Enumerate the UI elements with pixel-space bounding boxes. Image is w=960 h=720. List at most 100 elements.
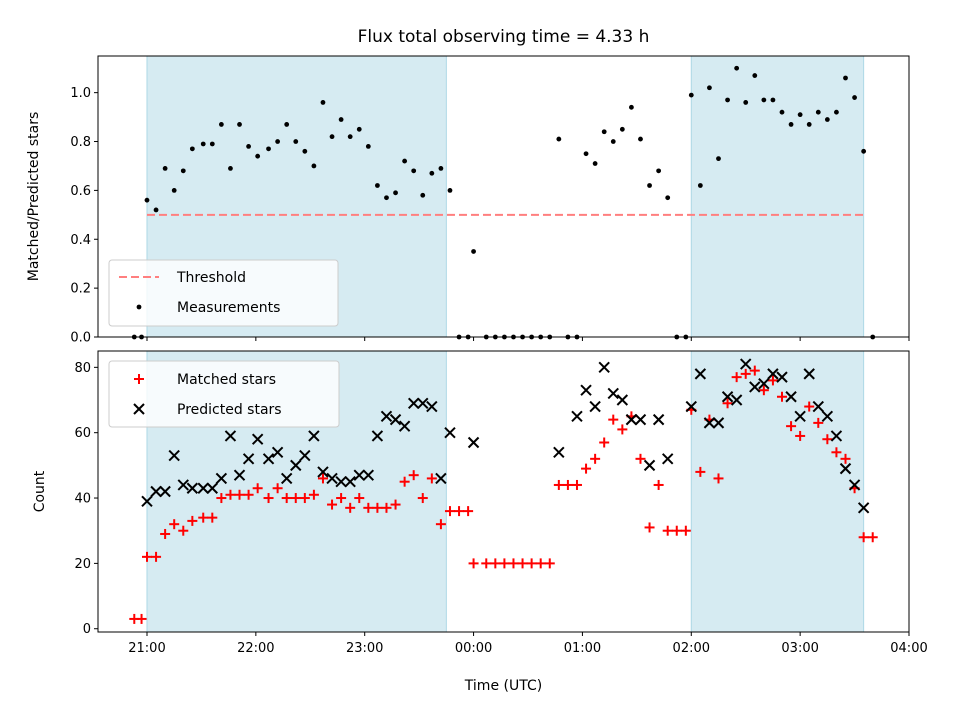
measurement-point bbox=[189, 146, 195, 152]
measurement-point bbox=[228, 166, 233, 171]
matched-star-point bbox=[804, 401, 815, 412]
matched-star-point bbox=[590, 453, 601, 464]
measurement-point bbox=[843, 75, 848, 81]
measurement-point bbox=[153, 207, 159, 213]
y-axis-ticks: 0 20 40 60 80 bbox=[74, 361, 98, 637]
predicted-star-point bbox=[580, 384, 592, 396]
y-tick-label: 20 bbox=[74, 557, 91, 572]
measurements-legend-label: Measurements bbox=[177, 300, 280, 316]
matched-star-point bbox=[207, 512, 218, 523]
matched-star-point bbox=[435, 519, 446, 530]
observing-window bbox=[691, 351, 864, 632]
predicted-star-point bbox=[407, 397, 420, 409]
measurement-point bbox=[429, 170, 435, 176]
measurement-point bbox=[255, 153, 261, 159]
y-tick-label: 0.4 bbox=[70, 233, 91, 248]
matched-star-point bbox=[141, 551, 152, 562]
measurement-point bbox=[761, 97, 767, 103]
predicted-star-point bbox=[262, 453, 275, 465]
predicted-star-point bbox=[634, 413, 647, 426]
x-axis-label: Time (UTC) bbox=[464, 678, 542, 694]
matched-star-point bbox=[381, 502, 392, 513]
predicted-star-point bbox=[625, 413, 638, 426]
ratio-y-axis-label: Matched/Predicted stars bbox=[26, 112, 42, 282]
predicted-star-point bbox=[417, 397, 429, 409]
matched-star-point bbox=[363, 502, 374, 513]
matched-star-point bbox=[680, 525, 691, 536]
measurement-point bbox=[365, 144, 371, 149]
matched-star-point bbox=[272, 483, 283, 494]
predicted-star-point bbox=[206, 482, 219, 494]
measurement-point bbox=[861, 148, 867, 154]
count-panel-frame bbox=[97, 350, 910, 633]
predicted-star-point bbox=[141, 495, 153, 508]
matched-star-point bbox=[408, 470, 419, 481]
predicted-star-point bbox=[353, 469, 365, 481]
x-tick-label: 22:00 bbox=[237, 641, 274, 656]
predicted-star-point bbox=[389, 413, 402, 426]
measurement-point bbox=[375, 183, 380, 188]
measurement-point bbox=[601, 129, 607, 135]
matched-star-point bbox=[581, 463, 592, 474]
predicted-star-point bbox=[271, 446, 284, 458]
matched-star-point bbox=[354, 493, 365, 504]
matched-star-point bbox=[749, 365, 760, 376]
count-panel: 0 20 40 60 80 21:00 22:00 23:00 00:00 01:00 02:00… bbox=[32, 350, 928, 694]
matched-star-point bbox=[499, 558, 510, 569]
y-tick-label: 0.2 bbox=[70, 282, 91, 297]
predicted-star-point bbox=[159, 485, 171, 498]
y-tick-label: 40 bbox=[74, 492, 91, 507]
measurement-point bbox=[752, 73, 758, 78]
predicted-star-point bbox=[224, 430, 237, 442]
matched-legend-swatch bbox=[134, 374, 144, 384]
matched-star-point bbox=[417, 493, 428, 504]
y-tick-label: 0.0 bbox=[70, 331, 91, 346]
predicted-stars-points bbox=[141, 358, 870, 514]
predicted-star-point bbox=[299, 449, 311, 462]
matched-star-point bbox=[722, 398, 733, 409]
predicted-star-point bbox=[290, 459, 302, 472]
predicted-star-point bbox=[794, 410, 806, 423]
measurement-point bbox=[356, 126, 362, 132]
matched-star-point bbox=[490, 558, 501, 569]
count-y-axis-label: Count bbox=[32, 470, 48, 512]
predicted-star-point bbox=[730, 394, 743, 406]
predicted-star-point bbox=[168, 449, 180, 462]
measurement-point bbox=[320, 100, 326, 105]
matched-star-point bbox=[234, 489, 245, 500]
measurements-legend-swatch bbox=[136, 304, 142, 310]
matched-star-point bbox=[653, 479, 664, 490]
measurement-point bbox=[592, 161, 598, 166]
matched-star-point bbox=[867, 532, 878, 543]
y-tick-label: 60 bbox=[74, 426, 91, 441]
x-tick-label: 00:00 bbox=[455, 641, 492, 656]
measurement-point bbox=[266, 146, 271, 152]
y-tick-label: 1.0 bbox=[70, 86, 91, 101]
observing-window bbox=[691, 56, 864, 337]
predicted-star-point bbox=[616, 394, 629, 406]
matched-star-point bbox=[831, 447, 842, 458]
predicted-star-point bbox=[242, 453, 255, 465]
predicted-star-point bbox=[703, 417, 716, 429]
ratio-panel-frame bbox=[97, 55, 910, 338]
predicted-star-point bbox=[643, 459, 656, 472]
predicted-star-point bbox=[785, 391, 797, 403]
y-axis-ticks: 0.0 0.2 0.4 0.6 0.8 1.0 bbox=[70, 86, 98, 346]
measurement-point bbox=[438, 166, 444, 171]
measurement-point bbox=[471, 249, 476, 254]
matched-star-point bbox=[198, 512, 209, 523]
predicted-star-point bbox=[830, 430, 843, 442]
measurement-point bbox=[200, 141, 206, 147]
predicted-star-point bbox=[371, 430, 384, 442]
matched-star-point bbox=[299, 493, 310, 504]
x-tick-label: 04:00 bbox=[890, 641, 927, 656]
matched-star-point bbox=[553, 479, 564, 490]
measurement-point bbox=[162, 166, 168, 171]
measurement-point bbox=[302, 148, 308, 154]
matched-star-point bbox=[562, 479, 573, 490]
matched-star-point bbox=[336, 493, 347, 504]
matched-star-point bbox=[426, 473, 437, 484]
predicted-star-point bbox=[758, 377, 770, 390]
predicted-star-point bbox=[848, 479, 861, 491]
measurement-point bbox=[180, 168, 186, 174]
